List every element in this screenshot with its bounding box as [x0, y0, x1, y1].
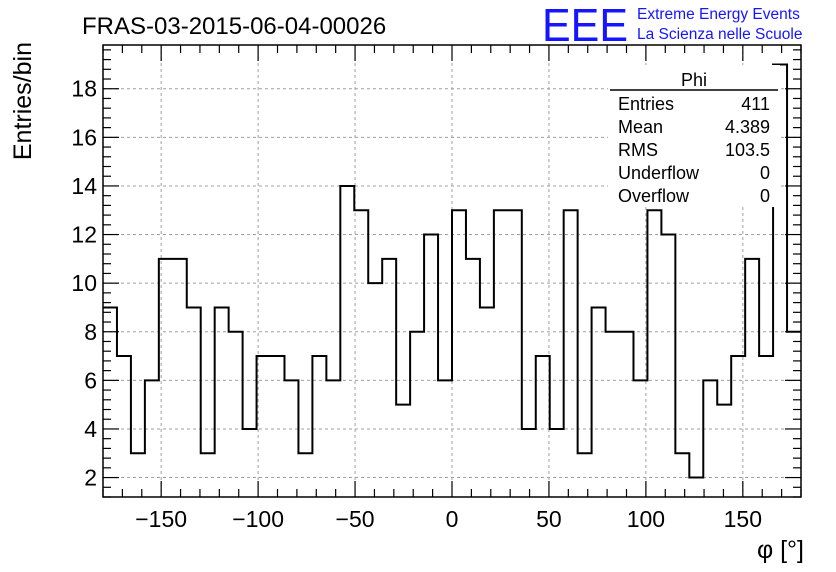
logo-line-1: Extreme Energy Events — [637, 6, 800, 23]
histogram-bin — [103, 307, 117, 497]
histogram-bin — [494, 210, 508, 497]
histogram-bin — [787, 332, 801, 497]
histogram-bin — [424, 235, 438, 497]
stats-label: Entries — [618, 94, 674, 114]
stats-value: 0 — [760, 186, 770, 206]
y-tick-label: 2 — [84, 465, 97, 491]
stats-value: 0 — [760, 163, 770, 183]
histogram-bin — [410, 332, 424, 497]
stats-box-background — [608, 65, 780, 207]
y-tick-label: 10 — [71, 270, 97, 296]
histogram-bin — [438, 380, 452, 497]
histogram-bin — [508, 210, 522, 497]
histogram-bin — [717, 405, 731, 497]
logo-line-2: La Scienza nelle Scuole — [637, 26, 802, 43]
stats-value: 103.5 — [725, 140, 770, 160]
stats-label: RMS — [618, 140, 658, 160]
x-axis-title: φ [°] — [757, 536, 804, 564]
histogram-bin — [326, 380, 340, 497]
y-axis-title: Entries/bin — [9, 42, 37, 160]
y-tick-label: 14 — [71, 173, 97, 199]
histogram-bin — [382, 259, 396, 497]
histogram-bin — [633, 380, 647, 497]
stats-label: Mean — [618, 117, 663, 137]
x-tick-label: −100 — [232, 506, 284, 532]
histogram-bin — [215, 307, 229, 497]
histogram-bin — [578, 453, 592, 497]
histogram-series — [103, 63, 801, 497]
histogram-bin — [271, 356, 285, 497]
histogram-bin — [661, 235, 675, 497]
y-tick-label: 16 — [71, 124, 97, 150]
stats-value: 411 — [741, 94, 770, 114]
histogram-bin — [745, 259, 759, 497]
histogram-outline — [103, 63, 801, 479]
histogram-bin — [759, 356, 773, 497]
x-tick-label: 100 — [627, 506, 665, 532]
y-tick-label: 12 — [71, 222, 97, 248]
histogram-bin — [689, 478, 703, 497]
histogram-bin — [647, 210, 661, 497]
histogram-bin — [229, 332, 243, 497]
histogram-bin — [312, 356, 326, 497]
stats-value: 4.389 — [725, 117, 770, 137]
histogram-bin — [298, 453, 312, 497]
axis-ticks — [102, 45, 802, 498]
histogram-bin — [592, 307, 606, 497]
histogram-bin — [340, 186, 354, 497]
eee-logo: EEE — [542, 0, 628, 51]
stats-box: Phi Entries 411 Mean 4.389 RMS 103.5 Underflow… — [608, 65, 780, 207]
histogram-bin — [703, 380, 717, 497]
x-tick-label: −150 — [135, 506, 187, 532]
stats-label: Underflow — [618, 163, 700, 183]
y-tick-label: 4 — [84, 416, 97, 442]
stats-title: Phi — [681, 70, 707, 90]
histogram-bin — [466, 259, 480, 497]
y-tick-label: 8 — [84, 319, 97, 345]
histogram-bin — [243, 429, 257, 497]
histogram-bin — [452, 210, 466, 497]
histogram-bin — [368, 283, 382, 497]
histogram-bin — [354, 210, 368, 497]
histogram-bin — [550, 429, 564, 497]
histogram-bin — [675, 453, 689, 497]
histogram-bin — [522, 429, 536, 497]
histogram-bin — [396, 405, 410, 497]
histogram-bin — [284, 380, 298, 497]
histogram-bin — [606, 332, 620, 497]
x-tick-label: 0 — [446, 506, 459, 532]
y-tick-label: 6 — [84, 367, 97, 393]
x-tick-label: 50 — [536, 506, 562, 532]
histogram-bin — [257, 356, 271, 497]
x-tick-label: 150 — [724, 506, 762, 532]
histogram-bin — [187, 307, 201, 497]
histogram-bin — [117, 356, 131, 497]
plot-frame — [102, 44, 802, 498]
histogram-bin — [480, 307, 494, 497]
stats-label: Overflow — [618, 186, 690, 206]
x-tick-label: −50 — [336, 506, 375, 532]
histogram-bin — [564, 210, 578, 497]
histogram-bin — [201, 453, 215, 497]
histogram-bin — [536, 356, 550, 497]
stats-rows: Entries 411 Mean 4.389 RMS 103.5 Underflow 0 Ove… — [618, 94, 770, 206]
y-tick-label: 18 — [71, 76, 97, 102]
histogram-bin — [145, 380, 159, 497]
chart-title: FRAS-03-2015-06-04-00026 — [82, 13, 386, 40]
histogram-bin — [173, 259, 187, 497]
histogram-bin — [620, 332, 634, 497]
tick-labels: −150 −100 −50 0 50 100 150 2 4 6 8 10 12 14 16 18 — [71, 76, 762, 532]
histogram-bin — [131, 453, 145, 497]
